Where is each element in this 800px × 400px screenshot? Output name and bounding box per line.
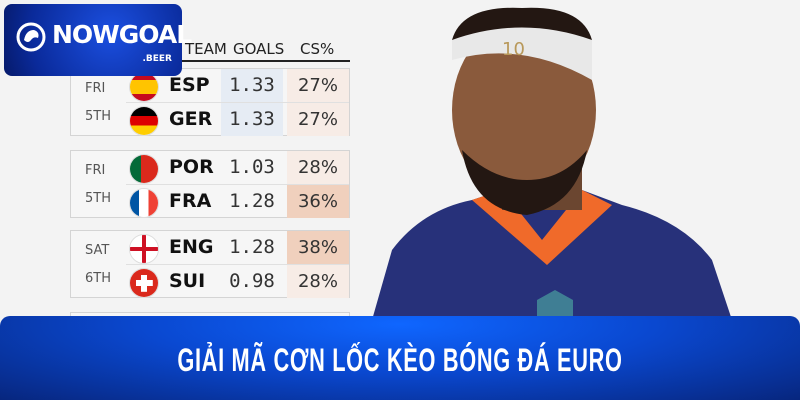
banner-title: GIẢI MÃ CƠN LỐC KÈO BÓNG ĐÁ EURO xyxy=(177,342,623,378)
cs-value: 38% xyxy=(287,231,349,264)
match-date: 6TH xyxy=(85,271,111,286)
nowgoal-logo[interactable]: NOWGOAL .BEER xyxy=(4,4,192,76)
cs-value: 36% xyxy=(287,185,349,218)
goals-value: 1.28 xyxy=(229,236,275,258)
cs-value: 28% xyxy=(287,265,349,298)
cs-value: 27% xyxy=(287,103,349,136)
team-row: ENG 1.28 38% xyxy=(71,231,349,264)
match-group: FRI 5TH ESP 1.33 27% GER 1.33 27% xyxy=(70,68,350,136)
spain-flag-icon xyxy=(129,72,159,102)
team-code: FRA xyxy=(169,190,212,212)
team-code: POR xyxy=(169,156,214,178)
portugal-flag-icon xyxy=(129,154,159,184)
team-code: ENG xyxy=(169,236,214,258)
match-date: 5TH xyxy=(85,191,111,206)
header-team: TEAM xyxy=(185,40,227,58)
germany-flag-icon xyxy=(129,106,159,136)
match-day: SAT xyxy=(85,243,110,258)
team-row: SUI 0.98 28% xyxy=(126,264,349,298)
headband-number: 10 xyxy=(502,39,525,60)
goals-value: 1.33 xyxy=(221,103,283,136)
title-banner: GIẢI MÃ CƠN LỐC KÈO BÓNG ĐÁ EURO xyxy=(0,316,800,400)
match-day: FRI xyxy=(85,163,106,178)
goals-value: 1.33 xyxy=(221,69,283,102)
team-code: SUI xyxy=(169,270,206,292)
logo-tld: .BEER xyxy=(142,54,172,64)
team-code: ESP xyxy=(169,74,210,96)
player-photo: 10 xyxy=(372,7,732,320)
team-code: GER xyxy=(169,108,213,130)
cs-value: 27% xyxy=(287,69,349,102)
match-group: SAT 6TH ENG 1.28 38% SUI 0.98 28% xyxy=(70,230,350,298)
eagle-icon xyxy=(16,22,46,52)
switzerland-flag-icon xyxy=(129,268,159,298)
cs-value: 28% xyxy=(287,151,349,184)
match-date: 5TH xyxy=(85,109,111,124)
goals-value: 1.03 xyxy=(229,156,275,178)
match-group: FRI 5TH POR 1.03 28% FRA 1.28 36% xyxy=(70,150,350,218)
team-row: GER 1.33 27% xyxy=(126,102,349,136)
match-day: FRI xyxy=(85,81,106,96)
team-row: ESP 1.33 27% xyxy=(71,69,349,102)
england-flag-icon xyxy=(129,234,159,264)
france-flag-icon xyxy=(129,188,159,218)
header-cs: CS% xyxy=(300,40,335,58)
table-header: TEAM GOALS CS% xyxy=(70,38,350,62)
goals-value: 1.28 xyxy=(229,190,275,212)
header-goals: GOALS xyxy=(233,40,285,58)
team-row: FRA 1.28 36% xyxy=(126,184,349,218)
goals-value: 0.98 xyxy=(229,270,275,292)
team-row: POR 1.03 28% xyxy=(71,151,349,184)
logo-name: NOWGOAL xyxy=(52,20,192,49)
